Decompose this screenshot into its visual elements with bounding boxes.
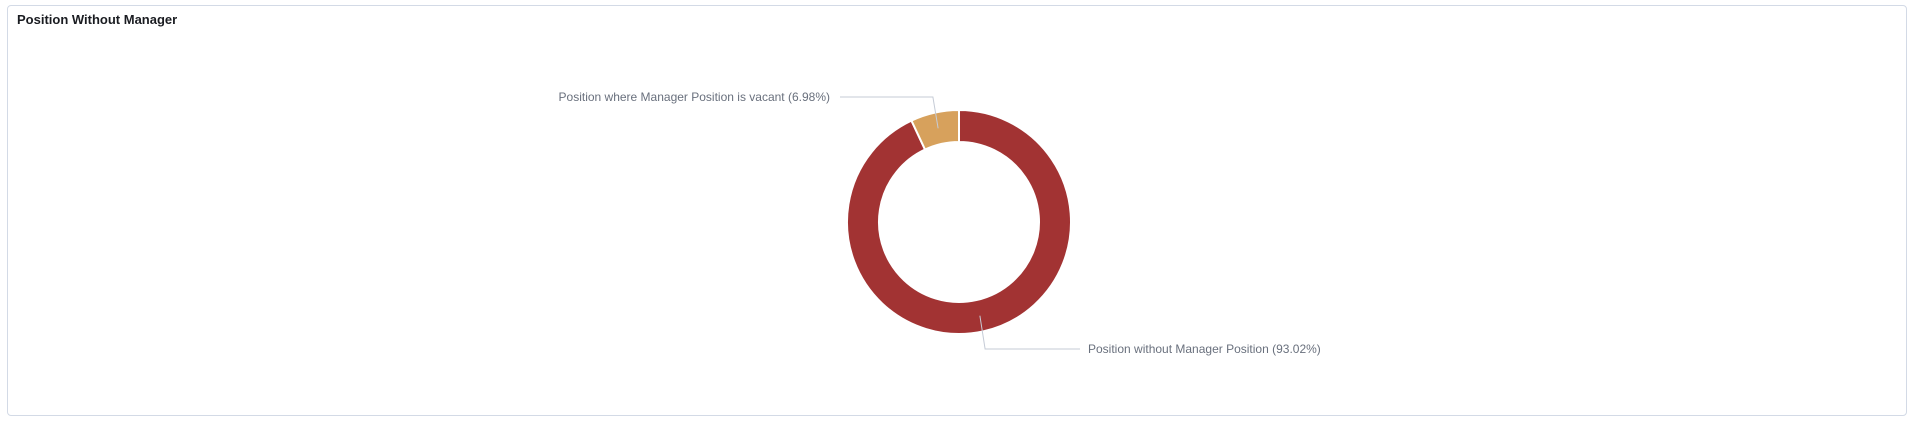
slice-label-1: Position without Manager Position (93.02… [1088, 342, 1321, 356]
pie-slice-1[interactable] [846, 108, 1072, 335]
chart-panel: Position Without Manager [7, 5, 1907, 416]
leader-line-1 [979, 315, 1080, 350]
leader-line-2 [840, 96, 939, 129]
panel-title: Position Without Manager [17, 12, 178, 27]
slice-label-2: Position where Manager Position is vacan… [559, 90, 830, 104]
pie-slice-2[interactable] [910, 108, 960, 151]
